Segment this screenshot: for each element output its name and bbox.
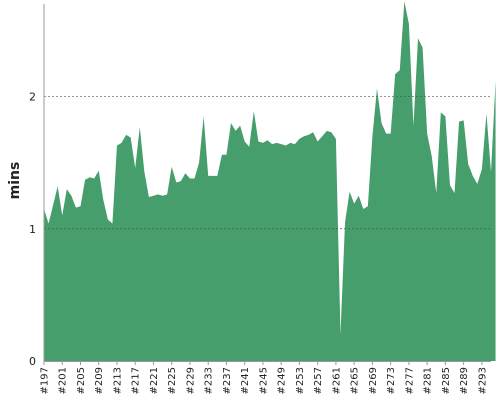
x-tick-label: #265 (350, 367, 361, 394)
x-tick-label: #289 (459, 367, 470, 394)
y-tick-label: 2 (29, 91, 36, 104)
y-tick-labels: 0 1 2 (29, 91, 36, 368)
x-tick-label: #277 (404, 367, 415, 394)
x-tick-label: #285 (441, 367, 452, 394)
x-tick-label: #273 (386, 367, 397, 394)
x-tick-label: #217 (131, 367, 142, 394)
y-tick-label: 0 (29, 355, 36, 368)
grid-lines (44, 96, 491, 230)
x-tick-labels: #197 #201 #205 #209 #213 #217 #221 #225 #229 #233… (40, 361, 488, 394)
x-tick-label: #293 (477, 367, 488, 394)
x-tick-label: #261 (331, 367, 342, 394)
x-tick-label: #253 (295, 367, 306, 394)
x-tick-label: #233 (204, 367, 215, 394)
x-tick-label: #197 (40, 367, 51, 394)
x-tick-label: #257 (313, 367, 324, 394)
x-tick-label: #229 (185, 367, 196, 394)
x-tick-label: #205 (76, 367, 87, 394)
x-tick-label: #209 (94, 367, 105, 394)
area-series (44, 1, 496, 362)
x-tick-label: #281 (423, 367, 434, 394)
y-axis-label: mins (7, 162, 23, 200)
x-tick-label: #213 (112, 367, 123, 394)
x-tick-label: #201 (58, 367, 69, 394)
x-tick-label: #221 (149, 367, 160, 394)
x-tick-label: #249 (277, 367, 288, 394)
y-tick-label: 1 (29, 223, 36, 236)
x-tick-label: #237 (222, 367, 233, 394)
x-tick-label: #225 (167, 367, 178, 394)
x-tick-label: #241 (240, 367, 251, 394)
x-tick-label: #269 (368, 367, 379, 394)
x-tick-label: #245 (258, 367, 269, 394)
